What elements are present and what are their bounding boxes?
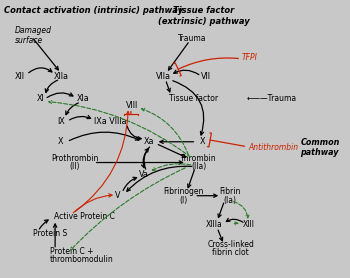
Text: X: X	[58, 137, 64, 146]
Text: fibrin clot: fibrin clot	[212, 248, 249, 257]
Text: TFPI: TFPI	[242, 53, 258, 62]
Text: Tissue factor
(extrinsic) pathway: Tissue factor (extrinsic) pathway	[158, 6, 250, 26]
Text: XII: XII	[15, 72, 24, 81]
Text: IX: IX	[57, 116, 65, 126]
Text: Protein C +: Protein C +	[50, 247, 93, 255]
Text: Tissue factor: Tissue factor	[169, 95, 219, 103]
Text: Trauma: Trauma	[178, 34, 206, 43]
Text: XIIIa: XIIIa	[206, 220, 223, 229]
Text: XIIa: XIIa	[54, 72, 69, 81]
Text: Protein S: Protein S	[33, 229, 68, 238]
Text: Cross-linked: Cross-linked	[208, 240, 254, 249]
Text: (IIa): (IIa)	[191, 162, 206, 171]
Text: Common
pathway: Common pathway	[300, 138, 340, 157]
Text: (I): (I)	[179, 196, 187, 205]
Text: thrombomodulin: thrombomodulin	[50, 255, 114, 264]
Text: VIII: VIII	[126, 101, 138, 110]
Text: VII: VII	[201, 72, 211, 81]
Text: (Ia): (Ia)	[223, 196, 236, 205]
Text: Antithrombin: Antithrombin	[249, 143, 299, 152]
Text: X: X	[199, 137, 205, 146]
Text: Va: Va	[139, 170, 149, 180]
Text: IXa VIIIa: IXa VIIIa	[94, 116, 126, 126]
Text: VIIa: VIIa	[156, 72, 171, 81]
Text: (II): (II)	[70, 162, 80, 171]
Text: XIII: XIII	[243, 220, 255, 229]
Text: Contact activation (intrinsic) pathway: Contact activation (intrinsic) pathway	[4, 6, 183, 15]
Text: Xa: Xa	[144, 137, 154, 146]
Text: Damaged
surface: Damaged surface	[14, 26, 51, 45]
Text: XI: XI	[36, 95, 44, 103]
Text: V: V	[115, 191, 120, 200]
Text: Fibrinogen: Fibrinogen	[163, 187, 203, 195]
Text: ←——Trauma: ←——Trauma	[247, 95, 297, 103]
Text: Prothrombin: Prothrombin	[51, 154, 98, 163]
Text: Fibrin: Fibrin	[219, 187, 240, 195]
Text: Thrombin: Thrombin	[181, 154, 217, 163]
Text: XIa: XIa	[77, 95, 90, 103]
Text: Active Protein C: Active Protein C	[54, 212, 115, 221]
